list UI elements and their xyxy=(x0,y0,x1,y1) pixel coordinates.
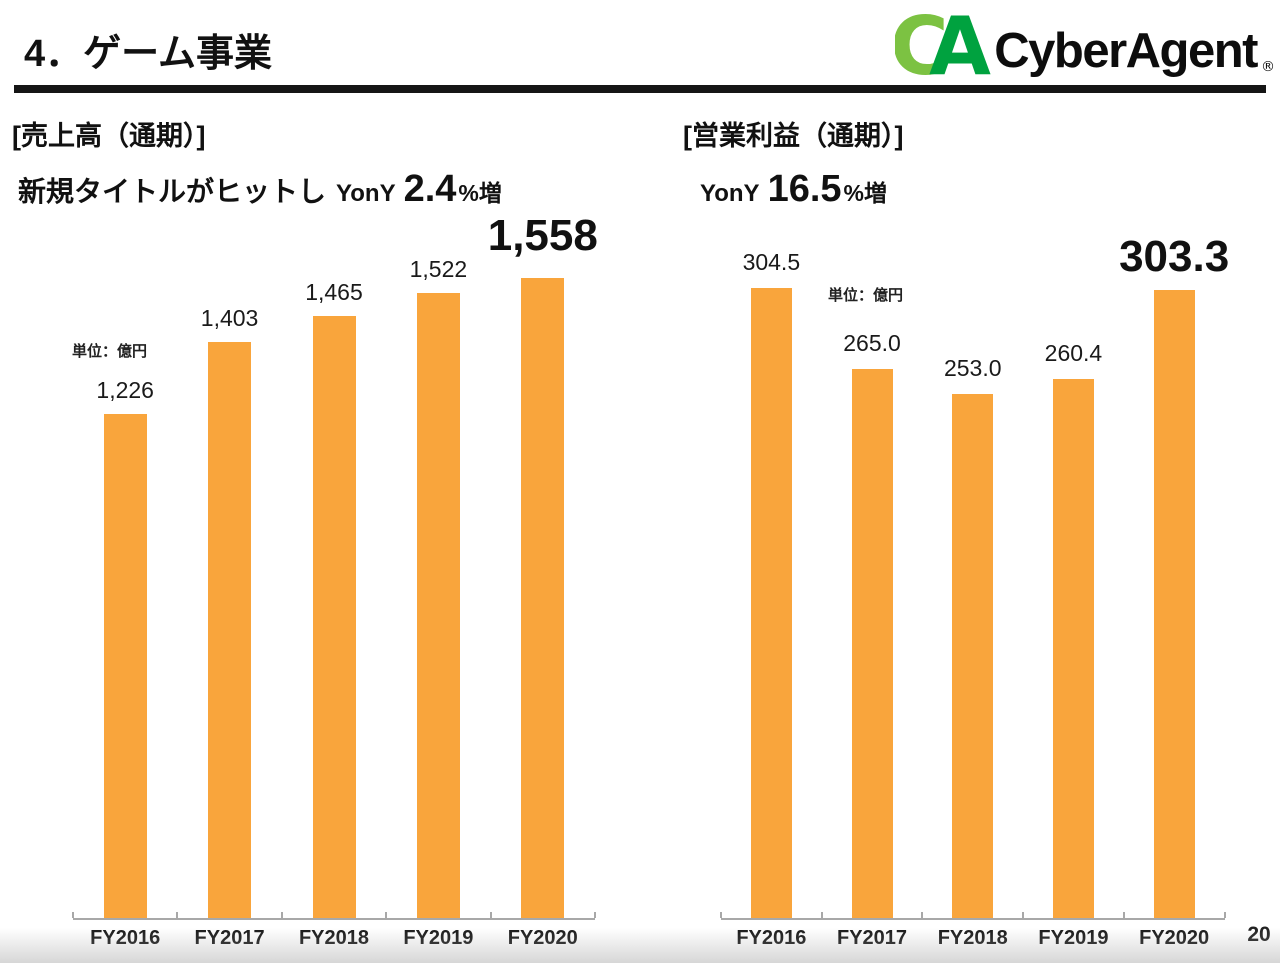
title-divider xyxy=(14,85,1266,93)
category-label: FY2017 xyxy=(177,927,281,950)
bar-value-label: 1,403 xyxy=(200,305,259,331)
category-label: FY2018 xyxy=(282,927,386,950)
axis-line xyxy=(73,918,595,920)
bar-value-label: 1,558 xyxy=(487,211,598,260)
bar-value-label: 304.5 xyxy=(742,249,801,275)
category-label: FY2016 xyxy=(721,927,822,950)
bar-value-label: 1,522 xyxy=(409,256,468,282)
category-label: FY2019 xyxy=(1023,927,1124,950)
bar xyxy=(416,293,460,918)
pct-suffix: %増 xyxy=(458,180,502,206)
category-label: FY2020 xyxy=(491,927,595,950)
axis-tick xyxy=(921,912,924,918)
bar-value-label: 1,226 xyxy=(96,377,154,403)
category-label: FY2020 xyxy=(1124,927,1225,950)
bar-value-label: 265.0 xyxy=(843,330,901,356)
profit-chart-subtitle: YonY 16.5 %増 xyxy=(700,168,887,211)
ca-mark-c-icon: C xyxy=(895,13,949,81)
bar xyxy=(1153,290,1195,918)
axis-tick xyxy=(280,912,283,918)
ca-mark-a-icon: A xyxy=(929,13,991,81)
axis-tick xyxy=(72,912,74,918)
bar xyxy=(521,278,565,918)
revenue-unit-label: 単位：億円 xyxy=(72,343,148,360)
axis-tick xyxy=(820,912,823,918)
axis-tick xyxy=(720,912,722,918)
bar-value-label: 1,465 xyxy=(305,279,363,305)
yony-label: YonY xyxy=(700,180,760,207)
revenue-chart-title: [売上高（通期）] xyxy=(12,121,206,151)
axis-line xyxy=(721,918,1225,920)
profit-unit-label: 単位：億円 xyxy=(828,287,904,304)
category-label: FY2016 xyxy=(73,927,177,950)
axis-tick xyxy=(176,912,179,918)
brand-text: CyberAgent xyxy=(994,24,1258,78)
page-title: 4．ゲーム事業 xyxy=(24,33,272,75)
bar xyxy=(103,414,147,918)
bar xyxy=(1052,379,1094,918)
bar-value-label: 260.4 xyxy=(1044,340,1103,366)
yony-label: YonY xyxy=(336,180,396,207)
pct-value: 16.5 xyxy=(767,168,842,210)
axis-tick xyxy=(594,912,596,918)
bar xyxy=(208,342,252,918)
bottom-gradient xyxy=(0,928,1280,963)
profit-chart-title: [営業利益（通期）] xyxy=(683,121,904,151)
registered-mark: ® xyxy=(1261,59,1275,75)
bar xyxy=(750,288,792,918)
axis-tick xyxy=(1122,912,1125,918)
cyberagent-logo: C A CyberAgent ® xyxy=(895,13,1275,81)
pct-suffix: %増 xyxy=(843,180,887,206)
bar xyxy=(952,394,994,918)
axis-tick xyxy=(1223,912,1226,918)
bar-value-label: 253.0 xyxy=(943,355,1002,381)
axis-tick xyxy=(385,912,388,918)
category-label: FY2018 xyxy=(922,927,1023,950)
bar-value-label: 303.3 xyxy=(1119,232,1230,281)
pct-value: 2.4 xyxy=(403,168,457,210)
axis-tick xyxy=(1022,912,1025,918)
axis-tick xyxy=(489,912,492,918)
category-label: FY2019 xyxy=(386,927,490,950)
bar xyxy=(312,316,356,918)
page-number: 20 xyxy=(1238,923,1280,947)
subtitle-text: 新規タイトルがヒットし xyxy=(18,176,327,207)
category-label: FY2017 xyxy=(822,927,923,950)
revenue-chart-subtitle: 新規タイトルがヒットし YonY 2.4 %増 xyxy=(18,168,502,211)
bar xyxy=(851,369,893,918)
